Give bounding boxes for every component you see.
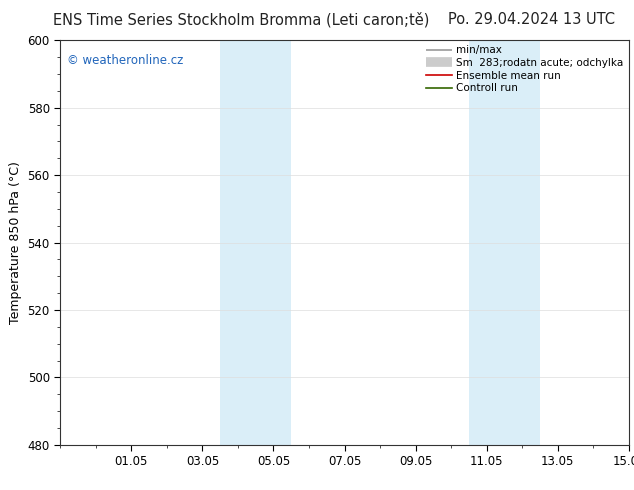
Bar (220, 40, 291, 445)
Bar (469, 40, 540, 445)
Text: Po. 29.04.2024 13 UTC: Po. 29.04.2024 13 UTC (448, 12, 615, 27)
Y-axis label: Temperature 850 hPa (°C): Temperature 850 hPa (°C) (9, 161, 22, 324)
Text: ENS Time Series Stockholm Bromma (Leti caron;tě): ENS Time Series Stockholm Bromma (Leti c… (53, 12, 429, 28)
Text: © weatheronline.cz: © weatheronline.cz (67, 54, 183, 67)
Legend: min/max, Sm  283;rodatn acute; odchylka, Ensemble mean run, Controll run: min/max, Sm 283;rodatn acute; odchylka, … (423, 42, 627, 97)
